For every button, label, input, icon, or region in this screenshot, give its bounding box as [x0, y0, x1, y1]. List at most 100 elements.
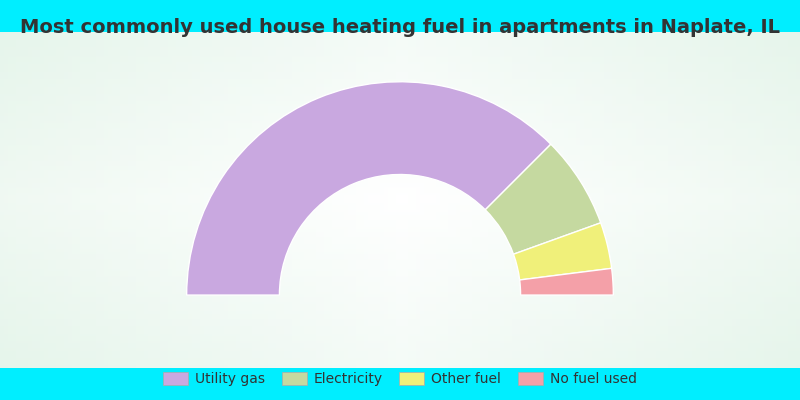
Bar [352, 32, 356, 368]
Bar [416, 32, 420, 368]
Bar [232, 32, 236, 368]
Bar [0, 344, 800, 346]
Bar [652, 32, 656, 368]
Bar [200, 32, 204, 368]
Bar [480, 32, 484, 368]
Bar [780, 32, 784, 368]
Bar [128, 32, 132, 368]
Bar [632, 32, 636, 368]
Bar [0, 324, 800, 326]
Bar [740, 32, 744, 368]
Bar [368, 32, 372, 368]
Bar [0, 166, 800, 168]
Bar [680, 32, 684, 368]
Bar [748, 32, 752, 368]
Bar [0, 220, 800, 222]
Bar [0, 163, 800, 165]
Bar [288, 32, 292, 368]
Bar [0, 264, 800, 266]
Bar [356, 32, 360, 368]
Bar [0, 318, 800, 319]
Bar [788, 32, 792, 368]
Bar [48, 32, 52, 368]
Bar [12, 32, 16, 368]
Bar [696, 32, 700, 368]
Bar [572, 32, 576, 368]
Bar [0, 34, 800, 35]
Bar [0, 328, 800, 329]
Bar [648, 32, 652, 368]
Bar [0, 266, 800, 267]
Bar [0, 172, 800, 173]
Bar [300, 32, 304, 368]
Text: Most commonly used house heating fuel in apartments in Naplate, IL: Most commonly used house heating fuel in… [20, 18, 780, 37]
Bar [196, 32, 200, 368]
Bar [656, 32, 660, 368]
Bar [644, 32, 648, 368]
Bar [688, 32, 692, 368]
Bar [772, 32, 776, 368]
Bar [0, 144, 800, 146]
Bar [0, 287, 800, 289]
Bar [0, 340, 800, 341]
Bar [152, 32, 156, 368]
Bar [56, 32, 60, 368]
Bar [0, 178, 800, 180]
Bar [0, 210, 800, 212]
Bar [0, 192, 800, 193]
Bar [0, 245, 800, 247]
Bar [752, 32, 756, 368]
Bar [720, 32, 724, 368]
Bar [0, 338, 800, 340]
Bar [252, 32, 256, 368]
Bar [268, 32, 272, 368]
Bar [344, 32, 348, 368]
Bar [0, 260, 800, 262]
Bar [0, 256, 800, 257]
Bar [0, 86, 800, 88]
Bar [276, 32, 280, 368]
Bar [0, 54, 800, 56]
Wedge shape [520, 268, 614, 295]
Bar [0, 333, 800, 334]
Bar [564, 32, 568, 368]
Bar [0, 298, 800, 299]
Bar [0, 99, 800, 101]
Bar [0, 96, 800, 98]
Bar [312, 32, 316, 368]
Bar [0, 108, 800, 109]
Bar [0, 32, 800, 34]
Bar [0, 81, 800, 82]
Bar [624, 32, 628, 368]
Bar [0, 79, 800, 81]
Bar [0, 257, 800, 259]
Bar [8, 32, 12, 368]
Bar [0, 353, 800, 354]
Bar [408, 32, 412, 368]
Bar [464, 32, 468, 368]
Bar [280, 32, 284, 368]
Bar [0, 323, 800, 324]
Bar [192, 32, 196, 368]
Bar [0, 71, 800, 72]
Bar [0, 354, 800, 356]
Bar [0, 146, 800, 148]
Bar [424, 32, 428, 368]
Bar [88, 32, 92, 368]
Bar [284, 32, 288, 368]
Bar [272, 32, 276, 368]
Bar [0, 44, 800, 46]
Legend: Utility gas, Electricity, Other fuel, No fuel used: Utility gas, Electricity, Other fuel, No… [158, 366, 642, 392]
Bar [0, 356, 800, 358]
Bar [0, 118, 800, 119]
Bar [456, 32, 460, 368]
Bar [0, 227, 800, 228]
Bar [316, 32, 320, 368]
Bar [376, 32, 380, 368]
Bar [0, 67, 800, 69]
Bar [0, 270, 800, 272]
Bar [0, 277, 800, 279]
Bar [204, 32, 208, 368]
Bar [0, 334, 800, 336]
Bar [604, 32, 608, 368]
